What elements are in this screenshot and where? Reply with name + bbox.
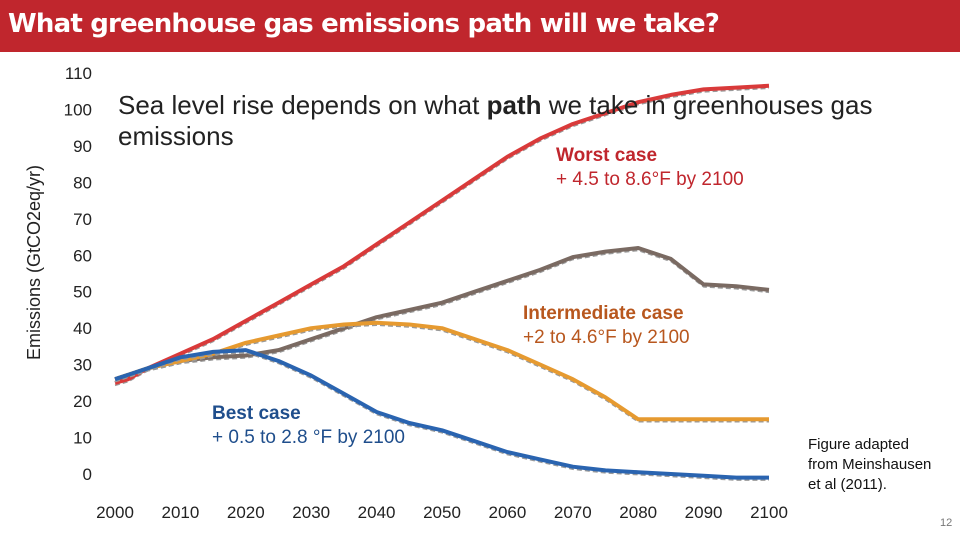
best-case-title: Best case	[212, 403, 301, 424]
figure-credit: Figure adapted from Meinshausen et al (2…	[808, 436, 932, 493]
x-tick-label: 2060	[488, 503, 526, 522]
slide-title: What greenhouse gas emissions path will …	[8, 9, 720, 39]
main-note: Sea level rise depends on what path we t…	[118, 90, 960, 152]
y-tick-label: 10	[73, 429, 92, 448]
intermediate-case-annotation: Intermediate case +2 to 4.6°F by 2100	[523, 302, 690, 350]
y-tick-label: 100	[64, 100, 92, 119]
series-line-intermediate-case	[114, 246, 770, 382]
best-case-annotation: Best case + 0.5 to 2.8 °F by 2100	[212, 402, 405, 450]
y-tick-label: 50	[73, 283, 92, 302]
x-tick-label: 2010	[161, 503, 199, 522]
page-number: 12	[940, 517, 953, 529]
worst-case-annotation: Worst case + 4.5 to 8.6°F by 2100	[556, 144, 744, 192]
intermediate-case-title: Intermediate case	[523, 303, 684, 324]
y-ticks: 0 10 20 30 40 50 60 70 80 90 100 110	[64, 64, 92, 484]
x-tick-label: 2020	[227, 503, 265, 522]
series-shadow-line	[114, 249, 770, 383]
y-tick-label: 90	[73, 137, 92, 156]
series-shadow-line	[114, 351, 769, 481]
best-case-detail: + 0.5 to 2.8 °F by 2100	[212, 427, 405, 448]
y-tick-label: 110	[65, 64, 92, 83]
series-line-worst-case	[114, 83, 770, 385]
y-tick-label: 20	[73, 392, 92, 411]
x-tick-label: 2080	[619, 503, 657, 522]
x-tick-label: 2030	[292, 503, 330, 522]
series-lines	[114, 83, 770, 481]
main-note-emphasis: path	[486, 90, 542, 120]
y-tick-label: 60	[73, 246, 92, 265]
x-tick-label: 2050	[423, 503, 461, 522]
x-tick-label: 2090	[685, 503, 723, 522]
worst-case-detail: + 4.5 to 8.6°F by 2100	[556, 169, 744, 190]
y-tick-label: 80	[73, 173, 92, 192]
x-ticks: 2000 2010 2020 2030 2040 2050 2060 2070 2080 2090…	[96, 503, 788, 522]
x-tick-label: 2040	[358, 503, 396, 522]
intermediate-case-detail: +2 to 4.6°F by 2100	[523, 327, 690, 348]
series-shadow-line	[114, 87, 770, 387]
y-axis-label: Emissions (GtCO2eq/yr)	[24, 165, 44, 360]
x-tick-label: 2070	[554, 503, 592, 522]
y-tick-label: 30	[73, 356, 92, 375]
main-note-part1: Sea level rise depends on what	[118, 90, 487, 120]
worst-case-title: Worst case	[556, 145, 658, 166]
y-tick-label: 0	[83, 465, 92, 484]
x-tick-label: 2000	[96, 503, 134, 522]
title-bar: What greenhouse gas emissions path will …	[0, 0, 960, 52]
y-tick-label: 40	[73, 319, 92, 338]
chart-panel	[16, 56, 788, 524]
main-note-part2: we take in greenhouses gas emissions	[118, 90, 873, 151]
y-tick-label: 70	[73, 210, 92, 229]
y-axis-label-group: Emissions (GtCO2eq/yr)	[24, 165, 44, 360]
x-tick-label: 2100	[750, 503, 788, 522]
series-line-best-case	[114, 348, 769, 480]
